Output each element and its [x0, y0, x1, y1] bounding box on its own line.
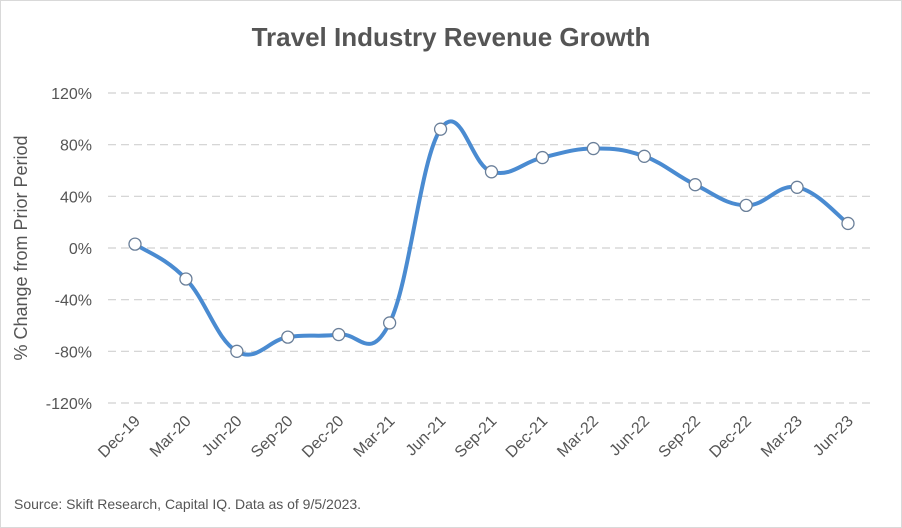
y-tick-label: 80% — [60, 138, 92, 155]
y-tick-label: -120% — [46, 396, 92, 413]
y-tick-label: -40% — [55, 293, 92, 310]
y-tick-label: 0% — [69, 241, 92, 258]
x-tick-label: Mar-23 — [758, 413, 806, 461]
data-point — [688, 178, 702, 192]
data-point — [230, 344, 244, 358]
data-point — [281, 330, 295, 344]
y-axis-ticks: -120% -80% -40% 0% 40% 80% 120% — [46, 86, 92, 413]
x-axis-ticks: Dec-19 Mar-20 Jun-20 Sep-20 Dec-20 Mar-21 Jun-… — [95, 413, 857, 462]
x-tick-label: Mar-22 — [554, 413, 602, 461]
y-tick-label: 40% — [60, 189, 92, 206]
data-point — [739, 198, 753, 213]
data-point — [382, 316, 397, 330]
data-point — [841, 216, 855, 231]
data-point — [128, 237, 142, 251]
data-point — [179, 272, 193, 286]
data-point — [433, 122, 448, 136]
x-tick-label: Sep-20 — [248, 413, 297, 462]
chart-title: Travel Industry Revenue Growth — [251, 22, 651, 52]
x-tick-label: Dec-20 — [299, 413, 348, 462]
y-tick-label: -80% — [55, 344, 92, 361]
data-point — [790, 180, 804, 194]
gridlines — [108, 92, 874, 404]
x-tick-label: Jun-21 — [403, 413, 450, 460]
x-tick-label: Jun-22 — [607, 413, 654, 460]
x-tick-label: Sep-21 — [452, 413, 501, 462]
x-tick-label: Mar-21 — [351, 413, 399, 461]
data-point — [586, 141, 601, 156]
x-tick-label: Dec-21 — [503, 413, 552, 462]
y-axis-label: % Change from Prior Period — [11, 135, 31, 360]
data-point — [332, 327, 346, 342]
x-tick-label: Mar-20 — [147, 413, 195, 461]
data-point — [637, 149, 651, 163]
source-note: Source: Skift Research, Capital IQ. Data… — [14, 496, 362, 512]
y-tick-label: 120% — [51, 86, 92, 103]
x-tick-label: Dec-19 — [95, 413, 144, 462]
x-tick-label: Sep-22 — [656, 413, 705, 462]
x-tick-label: Dec-22 — [706, 413, 755, 462]
x-tick-label: Jun-20 — [199, 413, 246, 460]
x-tick-label: Jun-23 — [810, 413, 857, 460]
data-point — [535, 150, 550, 165]
data-points — [128, 122, 855, 358]
series-line — [133, 119, 850, 357]
data-point — [484, 165, 499, 179]
